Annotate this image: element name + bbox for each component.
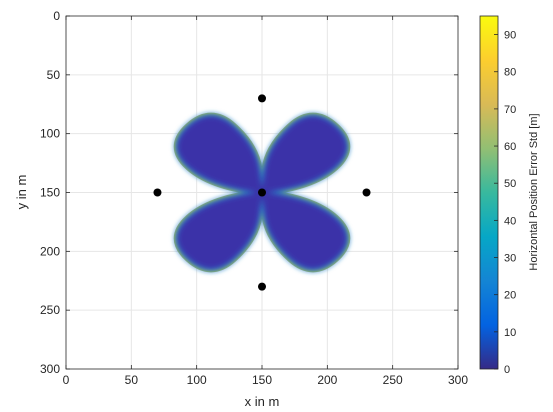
- colorbar: [479, 15, 499, 370]
- x-tick-label: 150: [252, 373, 272, 387]
- colorbar-tick-label: 0: [504, 364, 510, 376]
- colorbar-tick-label: 50: [504, 178, 516, 190]
- x-tick-label: 0: [63, 373, 70, 387]
- colorbar-tick-label: 70: [504, 104, 516, 116]
- colorbar-tick-label: 40: [504, 215, 516, 227]
- y-tick-label: 300: [40, 362, 60, 376]
- y-axis-label: y in m: [14, 175, 29, 210]
- y-tick-label: 0: [53, 9, 60, 23]
- y-tick-label: 50: [47, 68, 61, 82]
- anchor-point: [258, 282, 266, 291]
- colorbar-tick-label: 10: [504, 327, 516, 339]
- lobe-core: [261, 115, 348, 194]
- anchor-point: [258, 94, 266, 103]
- x-axis-label: x in m: [245, 394, 280, 409]
- x-tick-label: 50: [125, 373, 139, 387]
- x-tick-label: 100: [187, 373, 207, 387]
- lobe-core: [176, 191, 263, 270]
- colorbar-tick-label: 60: [504, 141, 516, 153]
- x-tick-label: 200: [317, 373, 337, 387]
- colorbar-tick-label: 30: [504, 253, 516, 265]
- lobe-core: [176, 115, 263, 194]
- y-tick-label: 150: [40, 186, 60, 200]
- error-field: [173, 112, 351, 273]
- colorbar-tick-label: 20: [504, 290, 516, 302]
- colorbar-ticks: 0 10 20 30 40 50 60 70 80 90: [494, 30, 516, 376]
- colorbar-tick-label: 90: [504, 30, 516, 42]
- x-axis-ticks: 0 50 100 150 200 250 300: [63, 16, 468, 387]
- y-tick-label: 200: [40, 244, 60, 258]
- anchor-points: [153, 94, 371, 291]
- colorbar-tick-label: 80: [504, 67, 516, 79]
- x-tick-label: 250: [383, 373, 403, 387]
- lobe-core: [261, 191, 348, 270]
- anchor-point: [362, 188, 371, 197]
- x-tick-label: 300: [448, 373, 468, 387]
- y-tick-label: 100: [40, 127, 60, 141]
- lobe-cores: [176, 115, 348, 270]
- anchor-point: [258, 188, 266, 197]
- y-tick-label: 250: [40, 303, 60, 317]
- colorbar-label: Horizontal Position Error Std [m]: [528, 113, 540, 270]
- anchor-point: [153, 188, 162, 197]
- y-axis-ticks: 0 50 100 150 200 250 300: [40, 9, 458, 376]
